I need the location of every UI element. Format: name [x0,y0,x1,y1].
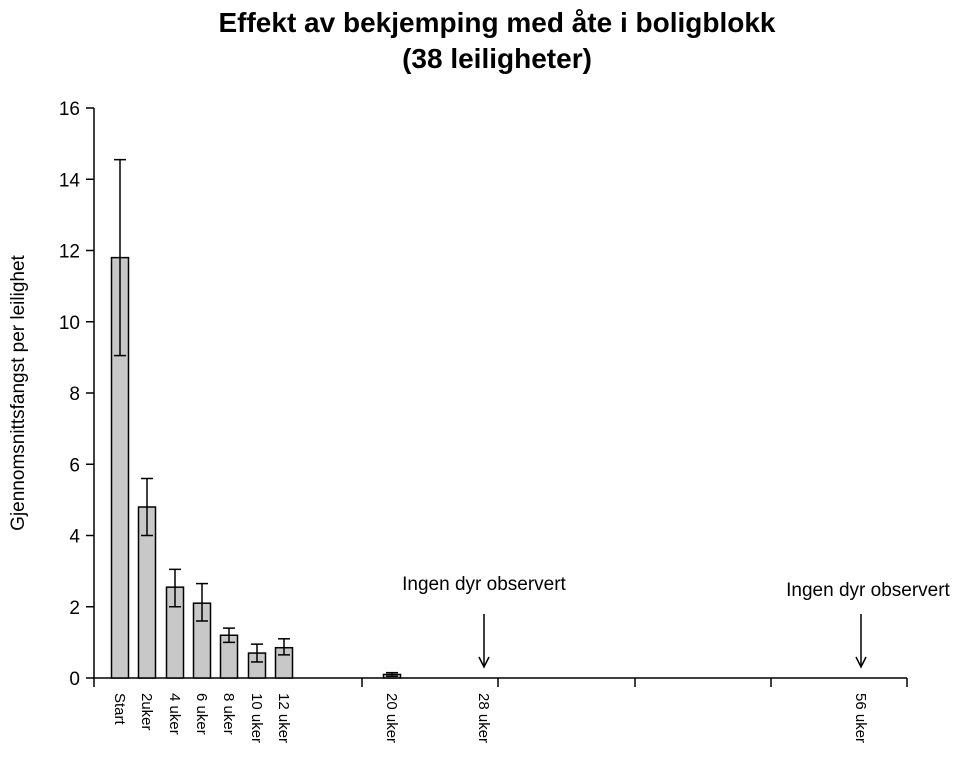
x-tick-label: Start [111,693,128,726]
error-bars [114,158,398,677]
bars [110,256,402,679]
y-tick-label: 4 [69,527,80,548]
x-tick-label: 56 uker [852,693,869,743]
annotation-label: Ingen dyr observert [402,574,566,595]
chart-title: Effekt av bekjemping med åte i boligblok… [218,7,775,38]
y-tick-labels: 0 2 4 6 8 10 12 14 16 [59,99,81,690]
x-tick-label: 10 uker [248,693,265,743]
y-tick-label: 10 [59,313,80,334]
annotations: Ingen dyr observert Ingen dyr observert [402,574,951,669]
y-tick-label: 8 [69,384,80,405]
x-tick-label: 12 uker [275,693,292,743]
x-tick-label: 8 uker [220,693,237,735]
x-tick-label: 2uker [138,693,155,731]
y-tick-label: 16 [59,99,80,120]
y-tick-label: 2 [69,598,80,619]
x-tick-labels: Start 2uker 4 uker 6 uker 8 uker 10 uker 12 uk… [111,693,869,743]
arrow-head [478,656,490,669]
chart-subtitle: (38 leiligheter) [402,43,592,74]
y-tick-label: 14 [59,170,81,191]
axes [86,107,908,687]
x-tick-label: 28 uker [475,693,492,743]
y-axis-title: Gjennomsnittsfangst per leilighet [8,254,29,530]
x-tick-label: 20 uker [383,693,400,743]
x-tick-label: 4 uker [166,693,183,735]
arrow-head [855,656,867,669]
y-tick-label: 0 [69,669,80,690]
y-tick-label: 6 [69,455,80,476]
y-tick-label: 12 [59,242,80,263]
annotation-label: Ingen dyr observert [786,580,950,601]
x-tick-label: 6 uker [193,693,210,735]
